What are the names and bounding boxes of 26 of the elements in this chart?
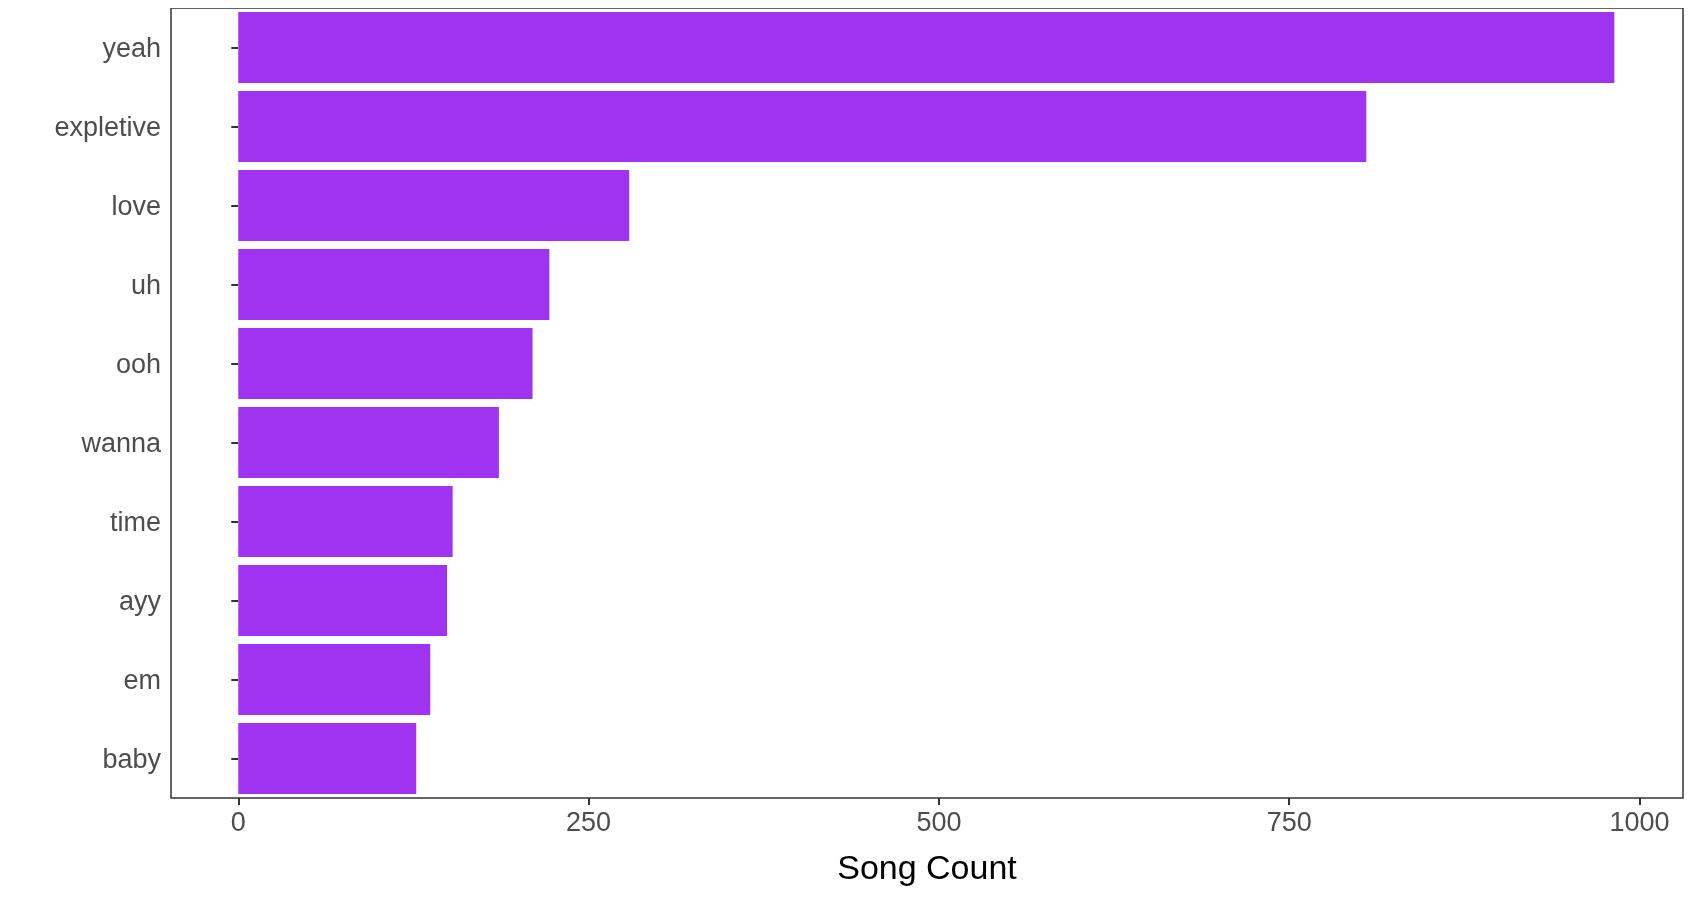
y-tick-label: wanna <box>80 427 162 458</box>
y-tick-label: expletive <box>54 111 161 142</box>
x-tick-label: 0 <box>230 806 246 837</box>
x-tick-label: 750 <box>1266 806 1312 837</box>
x-axis-title: Song Count <box>837 848 1018 886</box>
x-tick-label: 250 <box>566 806 612 837</box>
y-tick-label: love <box>111 190 161 221</box>
bar <box>238 564 448 637</box>
bar <box>238 327 533 400</box>
bar <box>238 11 1615 84</box>
y-tick-label: yeah <box>102 32 161 63</box>
bar <box>238 406 499 479</box>
bar <box>238 248 550 321</box>
y-tick-label: ayy <box>118 585 162 616</box>
y-tick-label: em <box>123 664 161 695</box>
y-tick-label: ooh <box>115 348 161 379</box>
y-tick-label: time <box>109 506 161 537</box>
bar <box>238 90 1367 163</box>
y-tick-label: uh <box>130 269 161 300</box>
x-tick-label: 1000 <box>1609 806 1670 837</box>
y-tick-label: baby <box>102 743 162 774</box>
bar <box>238 643 431 716</box>
bar <box>238 722 417 795</box>
x-tick-label: 500 <box>916 806 962 837</box>
bar <box>238 169 630 242</box>
bar <box>238 485 453 558</box>
